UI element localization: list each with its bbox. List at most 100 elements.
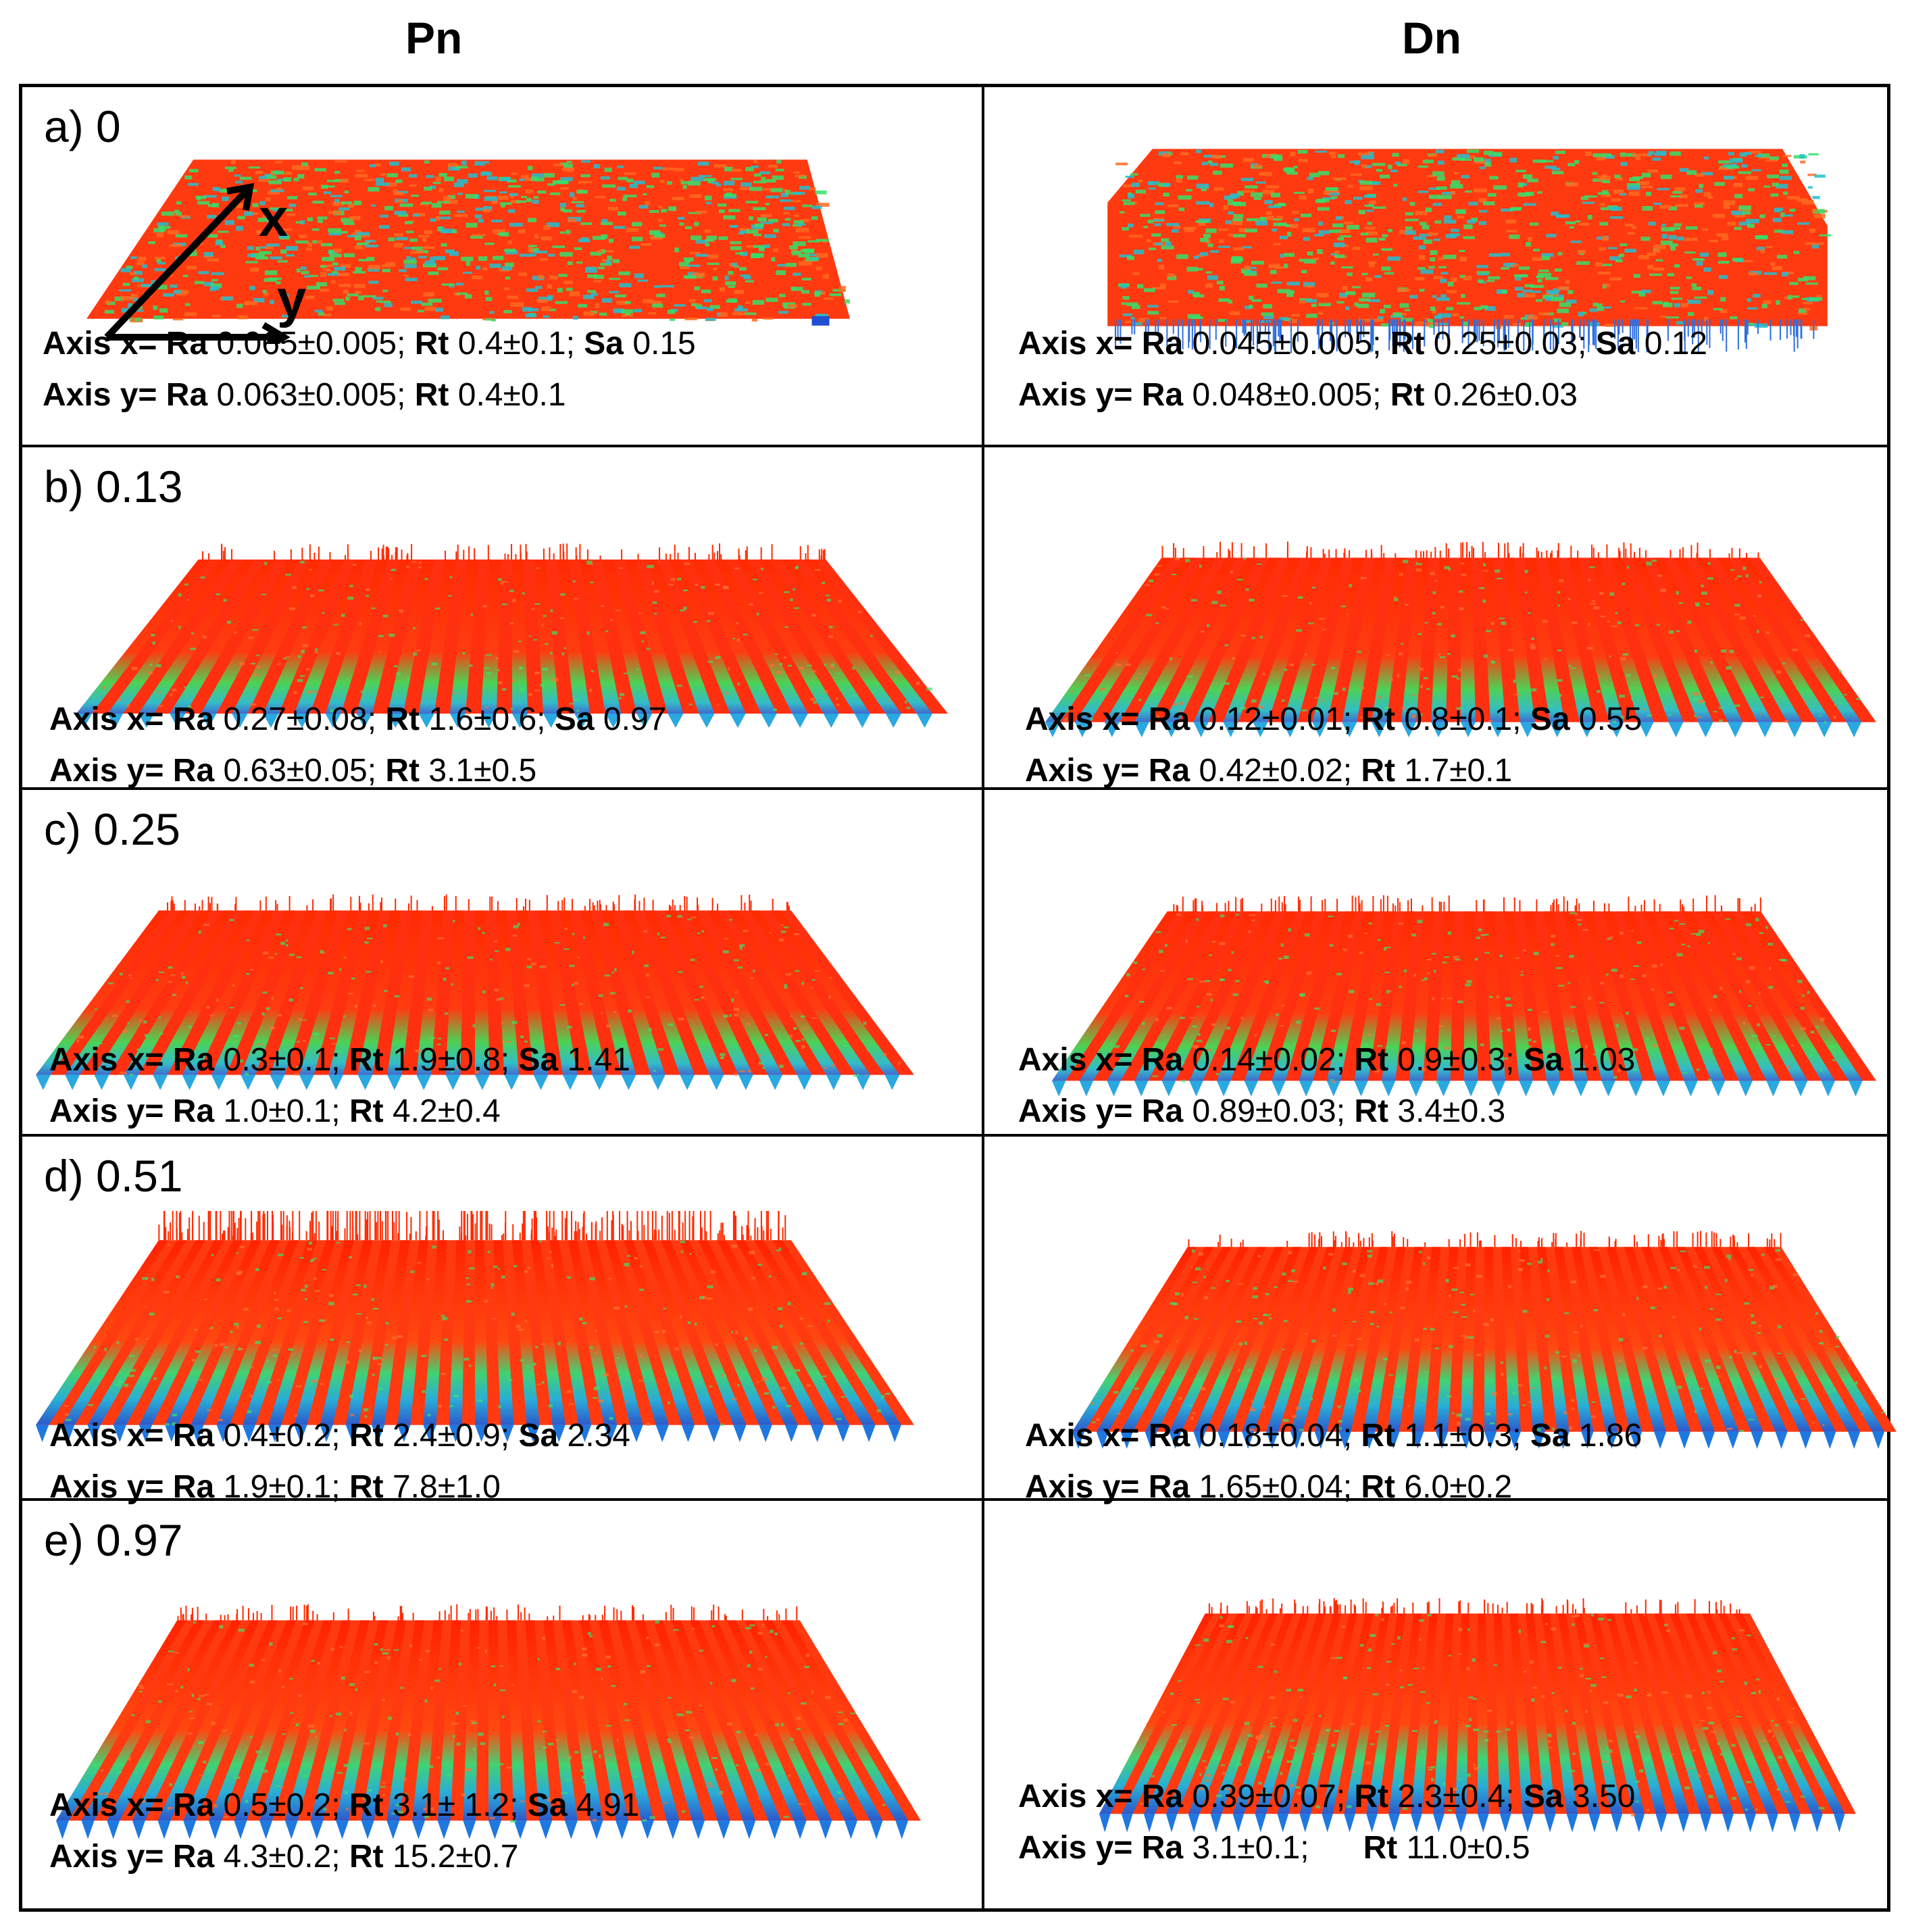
axis-x-line: Axis x= Ra 0.5±0.2; Rt 3.1± 1.2; Sa 4.91 [49,1780,639,1831]
axis-y-label: Axis y= [1018,377,1133,413]
cell-dn-row-4: Axis x= Ra 0.39±0.07; Rt 2.3±0.4; Sa 3.5… [984,1501,1887,1912]
surface-3d-pn [36,894,914,1090]
surface-3d-pn [56,1604,921,1839]
sa-x-value: 1.86 [1578,1418,1642,1454]
ra-label: Ra [1141,1830,1184,1866]
ra-y-value: 3.1±0.1; [1192,1830,1309,1866]
ra-label: Ra [172,1093,215,1129]
axis-x-label: Axis x= [1025,701,1140,737]
rt-x-value: 2.4±0.9; [392,1418,510,1454]
ra-x-value: 0.4±0.2; [223,1418,341,1454]
rt-label: Rt [385,701,420,737]
rt-label: Rt [414,326,449,362]
surface-3d-pn [36,1211,914,1442]
ra-label: Ra [172,1787,215,1823]
axis-y-label: Axis y= [49,753,164,789]
ra-x-value: 0.065±0.005; [216,326,406,362]
axis-x-letter: x [259,188,288,247]
axis-x-line: Axis x= Ra 0.3±0.1; Rt 1.9±0.8; Sa 1.41 [49,1035,630,1086]
rt-y-value: 6.0±0.2 [1404,1469,1513,1505]
rt-x-value: 2.3±0.4; [1397,1779,1515,1814]
surface-3d-dn [1052,895,1876,1097]
axis-x-label: Axis x= [1018,1779,1133,1814]
ra-label: Ra [172,753,215,789]
sa-label: Sa [518,1042,559,1078]
cell-pn-row-1: b) 0.13 Axis x= Ra 0.27±0.08; Rt 1.6±0.6;… [22,447,982,789]
ra-label: Ra [1141,377,1184,413]
ra-x-value: 0.27±0.08; [223,701,377,737]
surface-3d-pn [76,543,948,728]
ra-label: Ra [172,701,215,737]
cell-dn-row-2: Axis x= Ra 0.14±0.02; Rt 0.9±0.3; Sa 1.0… [984,790,1887,1134]
sa-label: Sa [1595,326,1636,362]
axis-x-label: Axis x= [43,326,157,362]
panel-label: c) 0.25 [44,804,180,854]
axis-x-label: Axis x= [1025,1418,1140,1454]
axis-x-line: Axis x= Ra 0.065±0.005; Rt 0.4±0.1; Sa 0… [43,318,696,370]
rt-y-value: 3.4±0.3 [1397,1093,1506,1129]
ra-y-value: 0.063±0.005; [216,377,406,413]
ra-x-value: 0.3±0.1; [223,1042,341,1078]
ra-x-value: 0.18±0.04; [1199,1418,1353,1454]
axis-x-label: Axis x= [49,701,164,737]
cell-pn-row-4: e) 0.97 Axis x= Ra 0.5±0.2; Rt 3.1± 1.2; … [22,1501,982,1912]
rt-label: Rt [1354,1093,1389,1129]
ra-label: Ra [172,1469,215,1505]
axis-x-line: Axis x= Ra 0.4±0.2; Rt 2.4±0.9; Sa 2.34 [49,1410,630,1462]
rt-label: Rt [1354,1042,1389,1078]
surface-3d-dn [1045,541,1876,737]
surface-3d-dn [1099,1597,1856,1833]
sa-x-value: 4.91 [576,1787,640,1823]
sa-x-value: 1.41 [567,1042,630,1078]
rt-label: Rt [349,1839,384,1875]
ra-x-value: 0.14±0.02; [1192,1042,1346,1078]
panel-label: a) 0 [44,101,121,151]
cell-pn-row-0: a) 0 x y Axis x= Ra 0.065±0.005; Rt 0.4±0.1… [22,87,982,445]
ra-x-value: 0.045±0.005; [1192,326,1382,362]
ra-label: Ra [1141,326,1184,362]
sa-label: Sa [1530,1418,1570,1454]
row-divider [22,1134,1887,1137]
roughness-metrics-dn: Axis x= Ra 0.39±0.07; Rt 2.3±0.4; Sa 3.5… [1018,1771,1635,1874]
panel-label: e) 0.97 [44,1515,183,1565]
axis-x-label: Axis x= [1018,1042,1133,1078]
axis-y-label: Axis y= [49,1839,164,1875]
sa-x-value: 0.97 [603,701,667,737]
sa-label: Sa [584,326,624,362]
ra-label: Ra [172,1839,215,1875]
ra-label: Ra [1141,1093,1184,1129]
rt-y-value: 1.7±0.1 [1404,753,1513,789]
ra-label: Ra [1148,1418,1190,1454]
roughness-metrics-pn: Axis x= Ra 0.4±0.2; Rt 2.4±0.9; Sa 2.34 A… [49,1410,630,1513]
rt-label: Rt [349,1042,384,1078]
rt-label: Rt [1361,1469,1396,1505]
rt-x-value: 0.25±0.03; [1433,326,1587,362]
rt-label: Rt [349,1469,384,1505]
column-divider [982,87,984,1908]
axis-x-line: Axis x= Ra 0.27±0.08; Rt 1.6±0.6; Sa 0.9… [49,694,666,745]
axis-y-line: Axis y= Ra 0.89±0.03; Rt 3.4±0.3 [1018,1086,1635,1137]
axis-y-line: Axis y= Ra 0.42±0.02; Rt 1.7±0.1 [1025,745,1642,797]
rt-label: Rt [349,1093,384,1129]
roughness-metrics-dn: Axis x= Ra 0.18±0.04; Rt 1.1±0.3; Sa 1.8… [1025,1410,1642,1513]
sa-x-value: 0.12 [1644,326,1708,362]
axis-x-label: Axis x= [49,1418,164,1454]
row-divider [22,445,1887,447]
cell-pn-row-2: c) 0.25 Axis x= Ra 0.3±0.1; Rt 1.9±0.8; S… [22,790,982,1134]
axis-y-line: Axis y= Ra 4.3±0.2; Rt 15.2±0.7 [49,1831,639,1883]
rt-label: Rt [1390,377,1425,413]
rt-y-value: 15.2±0.7 [392,1839,519,1875]
ra-x-value: 0.39±0.07; [1192,1779,1346,1814]
rt-label: Rt [385,753,420,789]
axis-y-label: Axis y= [1025,753,1140,789]
rt-label: Rt [349,1787,384,1823]
axis-y-line: Axis y= Ra 1.65±0.04; Rt 6.0±0.2 [1025,1462,1642,1513]
ra-label: Ra [1141,1042,1184,1078]
rt-y-value: 3.1±0.5 [428,753,537,789]
cell-pn-row-3: d) 0.51 Axis x= Ra 0.4±0.2; Rt 2.4±0.9; S… [22,1137,982,1505]
ra-label: Ra [172,1418,215,1454]
axis-y-line: Axis y= Ra 1.0±0.1; Rt 4.2±0.4 [49,1086,630,1137]
axis-x-label: Axis x= [1018,326,1133,362]
sa-x-value: 3.50 [1572,1779,1636,1814]
ra-label: Ra [1148,753,1190,789]
